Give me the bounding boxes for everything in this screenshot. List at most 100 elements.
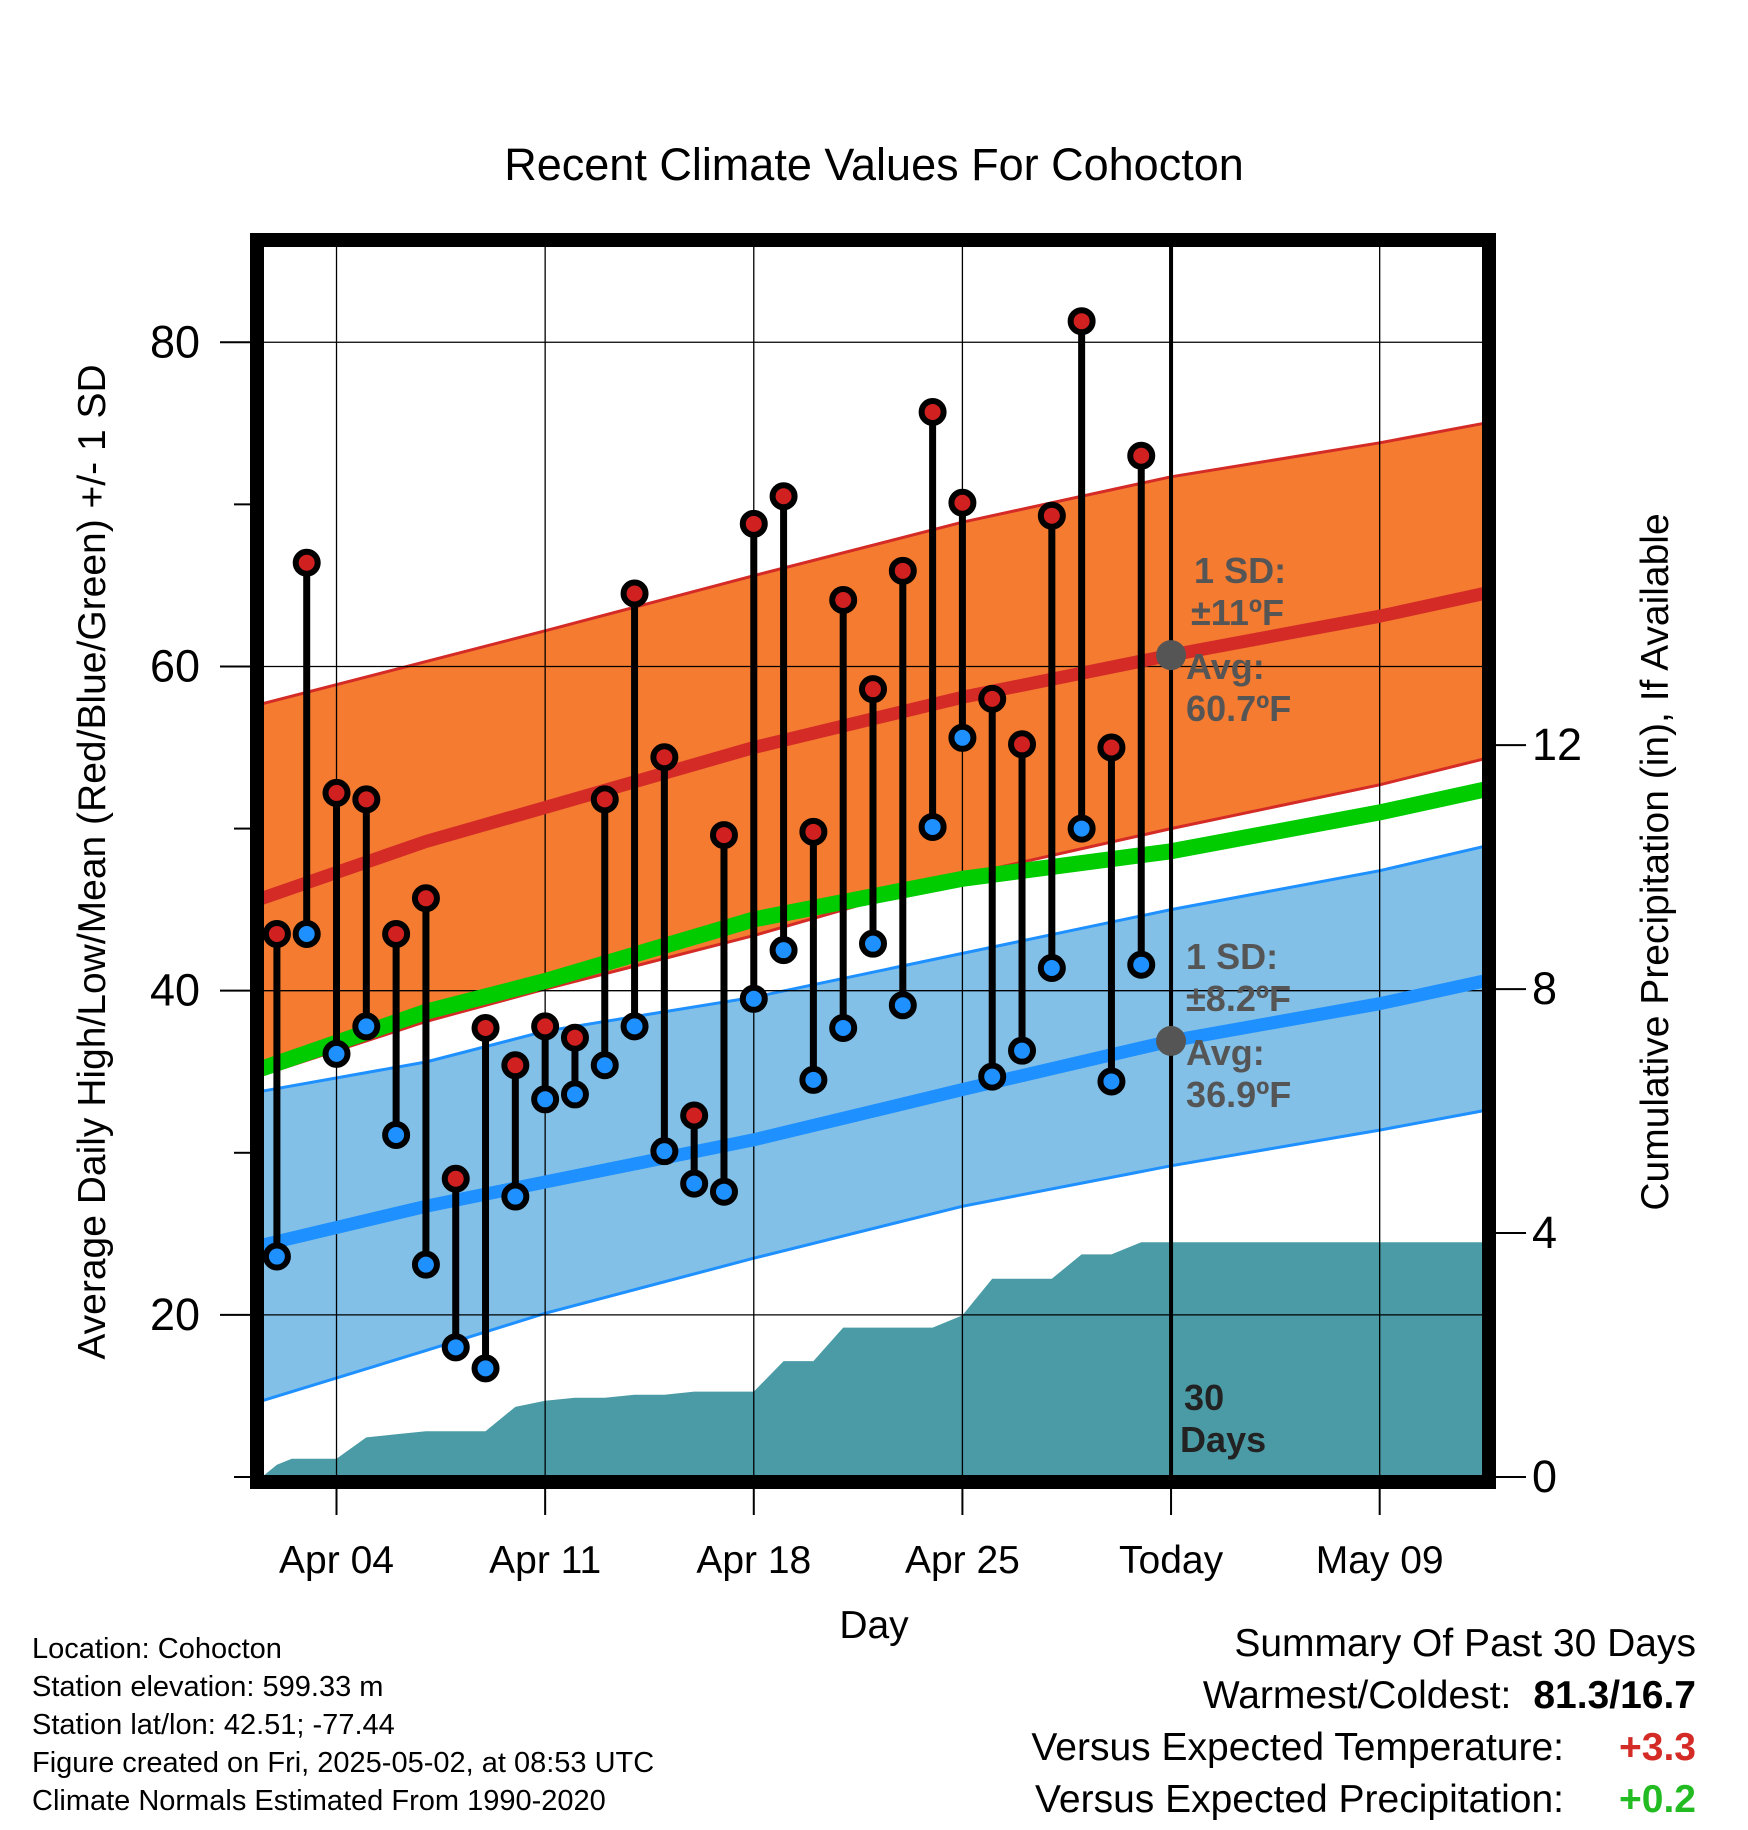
location-text: Location: Cohocton bbox=[32, 1633, 282, 1665]
precip-row: Versus Expected Precipitation: +0.2 bbox=[1031, 1778, 1696, 1830]
daily-high-point bbox=[799, 817, 828, 846]
x-tick-label: Today bbox=[1119, 1539, 1224, 1582]
daily-low-point bbox=[1037, 953, 1066, 982]
daily-low-point bbox=[441, 1333, 470, 1362]
high-sd-value: ±11ºF bbox=[1191, 592, 1284, 633]
summary-panel: Summary Of Past 30 Days Warmest/Coldest:… bbox=[1031, 1622, 1696, 1830]
y2-tick-label: 8 bbox=[1532, 963, 1557, 1014]
daily-high-point bbox=[1008, 730, 1037, 759]
daily-high-point bbox=[262, 919, 291, 948]
high-sd-label: 1 SD: bbox=[1194, 550, 1286, 591]
daily-low-point bbox=[262, 1242, 291, 1271]
daily-high-point bbox=[441, 1164, 470, 1193]
x-tick-label: Apr 11 bbox=[489, 1539, 601, 1582]
daily-high-point bbox=[531, 1012, 560, 1041]
today-low-marker bbox=[1156, 1025, 1187, 1056]
latlon-text: Station lat/lon: 42.51; -77.44 bbox=[32, 1709, 395, 1741]
y2-axis-label: Cumulative Precipitation (in), If Availa… bbox=[1634, 513, 1677, 1210]
daily-high-point bbox=[471, 1013, 500, 1042]
low-sd-label: 1 SD: bbox=[1186, 936, 1278, 977]
temp-value: +3.3 bbox=[1619, 1726, 1696, 1769]
daily-low-point bbox=[352, 1012, 381, 1041]
daily-high-point bbox=[888, 556, 917, 585]
daily-low-point bbox=[948, 723, 977, 752]
mean-normal-line bbox=[259, 781, 1486, 1077]
high-avg-value: 60.7ºF bbox=[1186, 688, 1291, 729]
daily-high-point bbox=[501, 1051, 530, 1080]
today-high-marker bbox=[1156, 640, 1187, 671]
high-upper-line bbox=[261, 421, 1485, 706]
daily-low-point bbox=[531, 1085, 560, 1114]
daily-low-point bbox=[1008, 1036, 1037, 1065]
days-label-number: 30 bbox=[1184, 1377, 1224, 1418]
daily-low-point bbox=[799, 1065, 828, 1094]
daily-low-point bbox=[382, 1120, 411, 1149]
y2-tick-label: 12 bbox=[1532, 719, 1582, 770]
daily-low-point bbox=[1097, 1067, 1126, 1096]
station-info: Location: Cohocton Station elevation: 59… bbox=[32, 1630, 654, 1820]
daily-low-point bbox=[650, 1137, 679, 1166]
precip-value: +0.2 bbox=[1619, 1778, 1696, 1821]
normals-text: Climate Normals Estimated From 1990-2020 bbox=[32, 1785, 606, 1817]
daily-high-point bbox=[739, 509, 768, 538]
daily-high-point bbox=[680, 1101, 709, 1130]
elevation-text: Station elevation: 599.33 m bbox=[32, 1671, 384, 1703]
temp-row: Versus Expected Temperature: +3.3 bbox=[1031, 1726, 1696, 1778]
daily-low-point bbox=[560, 1080, 589, 1109]
warm-cold-value: 81.3/16.7 bbox=[1533, 1674, 1696, 1717]
y-tick-label: 40 bbox=[150, 965, 200, 1016]
y2-tick-label: 4 bbox=[1532, 1207, 1557, 1258]
daily-high-point bbox=[620, 579, 649, 608]
daily-high-point bbox=[352, 785, 381, 814]
daily-low-point bbox=[1127, 950, 1156, 979]
daily-low-point bbox=[501, 1182, 530, 1211]
daily-low-point bbox=[620, 1012, 649, 1041]
x-tick-label: May 09 bbox=[1316, 1539, 1444, 1582]
x-tick-label: Apr 04 bbox=[279, 1539, 394, 1582]
daily-high-point bbox=[978, 684, 1007, 713]
daily-high-point bbox=[918, 397, 947, 426]
daily-low-point bbox=[859, 929, 887, 958]
low-upper-line bbox=[261, 844, 1485, 1093]
daily-low-point bbox=[829, 1013, 858, 1042]
x-tick-label: Apr 25 bbox=[905, 1539, 1020, 1582]
low-avg-label: Avg: bbox=[1186, 1032, 1265, 1073]
warm-cold-label: Warmest/Coldest: bbox=[1202, 1674, 1512, 1717]
daily-low-point bbox=[292, 919, 321, 948]
chart-title: Recent Climate Values For Cohocton bbox=[504, 139, 1244, 190]
daily-low-point bbox=[769, 936, 798, 965]
low-sd-value: ±8.2ºF bbox=[1186, 978, 1291, 1019]
daily-high-point bbox=[709, 821, 738, 850]
daily-high-point bbox=[292, 548, 321, 577]
y-tick-label: 80 bbox=[150, 316, 200, 367]
x-axis-label: Day bbox=[839, 1604, 909, 1647]
daily-low-point bbox=[709, 1177, 738, 1206]
low-sd-band bbox=[262, 846, 1484, 1401]
y2-tick-label: 0 bbox=[1532, 1451, 1557, 1502]
daily-high-point bbox=[829, 586, 858, 615]
daily-high-point bbox=[1097, 733, 1126, 762]
daily-high-point bbox=[1067, 307, 1096, 336]
plot-frame bbox=[250, 233, 1496, 1489]
daily-high-point bbox=[1127, 441, 1156, 470]
daily-high-point bbox=[1037, 501, 1066, 530]
low-avg-value: 36.9ºF bbox=[1186, 1074, 1291, 1115]
daily-low-point bbox=[471, 1354, 500, 1383]
daily-high-point bbox=[382, 919, 411, 948]
daily-high-point bbox=[590, 785, 619, 814]
temp-label: Versus Expected Temperature: bbox=[1031, 1726, 1564, 1769]
daily-low-point bbox=[888, 991, 917, 1020]
high-normal-line bbox=[259, 587, 1486, 905]
daily-low-point bbox=[590, 1051, 619, 1080]
daily-low-point bbox=[1067, 814, 1096, 843]
y-tick-label: 60 bbox=[150, 640, 200, 691]
summary-title: Summary Of Past 30 Days bbox=[1234, 1622, 1696, 1665]
daily-low-point bbox=[322, 1039, 351, 1068]
daily-low-point bbox=[411, 1250, 440, 1279]
precip-area bbox=[262, 1242, 1484, 1477]
daily-low-point bbox=[680, 1169, 709, 1198]
precip-label: Versus Expected Precipitation: bbox=[1035, 1778, 1564, 1821]
days-label-text: Days bbox=[1180, 1419, 1266, 1460]
